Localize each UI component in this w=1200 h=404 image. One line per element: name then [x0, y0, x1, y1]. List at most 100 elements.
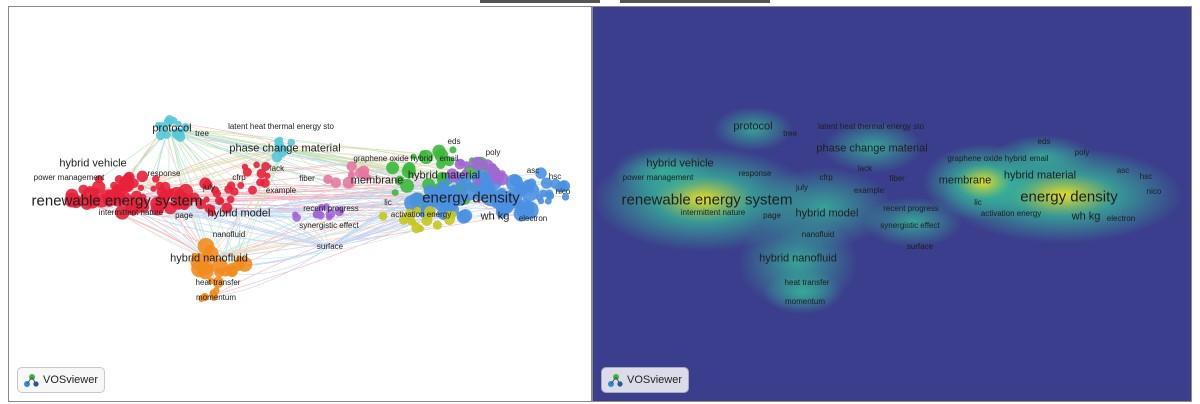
node[interactable] — [253, 161, 260, 169]
node[interactable] — [179, 200, 190, 211]
node[interactable] — [544, 197, 552, 205]
node[interactable] — [85, 195, 99, 209]
node[interactable] — [94, 175, 104, 184]
node[interactable] — [447, 185, 460, 198]
node[interactable] — [438, 196, 446, 204]
node[interactable] — [136, 170, 149, 183]
node[interactable] — [432, 144, 446, 159]
node[interactable] — [544, 189, 554, 199]
node[interactable] — [69, 194, 83, 209]
node[interactable] — [347, 172, 355, 180]
vosviewer-logo[interactable]: VOSviewer — [601, 367, 689, 393]
node[interactable] — [137, 184, 145, 192]
node[interactable] — [474, 186, 486, 198]
node[interactable] — [395, 175, 405, 186]
node[interactable] — [160, 181, 171, 193]
node[interactable] — [175, 120, 182, 128]
node[interactable] — [413, 206, 422, 215]
node[interactable] — [504, 193, 513, 202]
node[interactable] — [458, 208, 473, 223]
node[interactable] — [535, 167, 547, 179]
node[interactable] — [119, 192, 132, 205]
node[interactable] — [261, 161, 271, 171]
node[interactable] — [474, 178, 482, 186]
node[interactable] — [346, 161, 357, 172]
node[interactable] — [378, 211, 388, 221]
node[interactable] — [123, 171, 135, 183]
vosviewer-logo[interactable]: VOSviewer — [17, 367, 105, 393]
node[interactable] — [386, 161, 400, 175]
node[interactable] — [256, 178, 265, 187]
node[interactable] — [181, 123, 190, 132]
node[interactable] — [323, 174, 333, 185]
node[interactable] — [325, 213, 333, 221]
node[interactable] — [164, 201, 177, 215]
node[interactable] — [221, 202, 233, 214]
node[interactable] — [391, 189, 399, 197]
node[interactable] — [237, 181, 245, 189]
node[interactable] — [354, 167, 366, 179]
node[interactable] — [410, 220, 417, 227]
node[interactable] — [424, 206, 436, 218]
node[interactable] — [209, 289, 216, 296]
node[interactable] — [199, 177, 212, 190]
node[interactable] — [404, 208, 416, 220]
node[interactable] — [522, 179, 535, 192]
node[interactable] — [165, 115, 174, 124]
node[interactable] — [436, 159, 446, 169]
node[interactable] — [487, 166, 501, 180]
node[interactable] — [401, 164, 416, 179]
node[interactable] — [481, 188, 500, 207]
node[interactable] — [561, 193, 570, 201]
node[interactable] — [417, 153, 425, 161]
node[interactable] — [138, 193, 147, 202]
node[interactable] — [227, 269, 235, 277]
node[interactable] — [276, 136, 284, 144]
node[interactable] — [334, 206, 345, 217]
node[interactable] — [207, 277, 215, 285]
node[interactable] — [449, 146, 457, 154]
node[interactable] — [102, 194, 116, 207]
node[interactable] — [200, 293, 209, 302]
node[interactable] — [470, 156, 485, 171]
node[interactable] — [460, 182, 479, 201]
node[interactable] — [519, 200, 539, 220]
node[interactable] — [461, 169, 469, 178]
node[interactable] — [173, 190, 182, 198]
density-visualization-panel[interactable]: protocol tree latent heat thermal energy… — [592, 6, 1192, 402]
node[interactable] — [78, 184, 89, 195]
node[interactable] — [444, 214, 455, 225]
node[interactable] — [203, 245, 219, 261]
node[interactable] — [212, 276, 224, 288]
node[interactable] — [152, 175, 160, 183]
node[interactable] — [330, 177, 342, 188]
node[interactable] — [158, 193, 169, 205]
node[interactable] — [248, 185, 257, 195]
node[interactable] — [115, 205, 130, 220]
node[interactable] — [313, 208, 323, 219]
node[interactable] — [446, 168, 458, 179]
node[interactable] — [209, 204, 216, 212]
node[interactable] — [197, 259, 213, 276]
node[interactable] — [342, 176, 355, 189]
node[interactable] — [540, 177, 553, 189]
node[interactable] — [287, 138, 296, 147]
node[interactable] — [432, 220, 443, 230]
node[interactable] — [226, 195, 235, 204]
node[interactable] — [322, 203, 330, 211]
node[interactable] — [436, 172, 447, 182]
node[interactable] — [454, 158, 466, 170]
node[interactable] — [212, 189, 222, 198]
node[interactable] — [150, 185, 157, 192]
node[interactable] — [167, 188, 174, 195]
node[interactable] — [277, 147, 288, 158]
node[interactable] — [479, 178, 489, 189]
node[interactable] — [171, 128, 184, 140]
node[interactable] — [419, 149, 434, 165]
node[interactable] — [410, 153, 417, 160]
node[interactable] — [230, 187, 239, 196]
node[interactable] — [256, 168, 267, 179]
node[interactable] — [195, 198, 207, 210]
node[interactable] — [496, 206, 508, 219]
node[interactable] — [92, 189, 99, 197]
